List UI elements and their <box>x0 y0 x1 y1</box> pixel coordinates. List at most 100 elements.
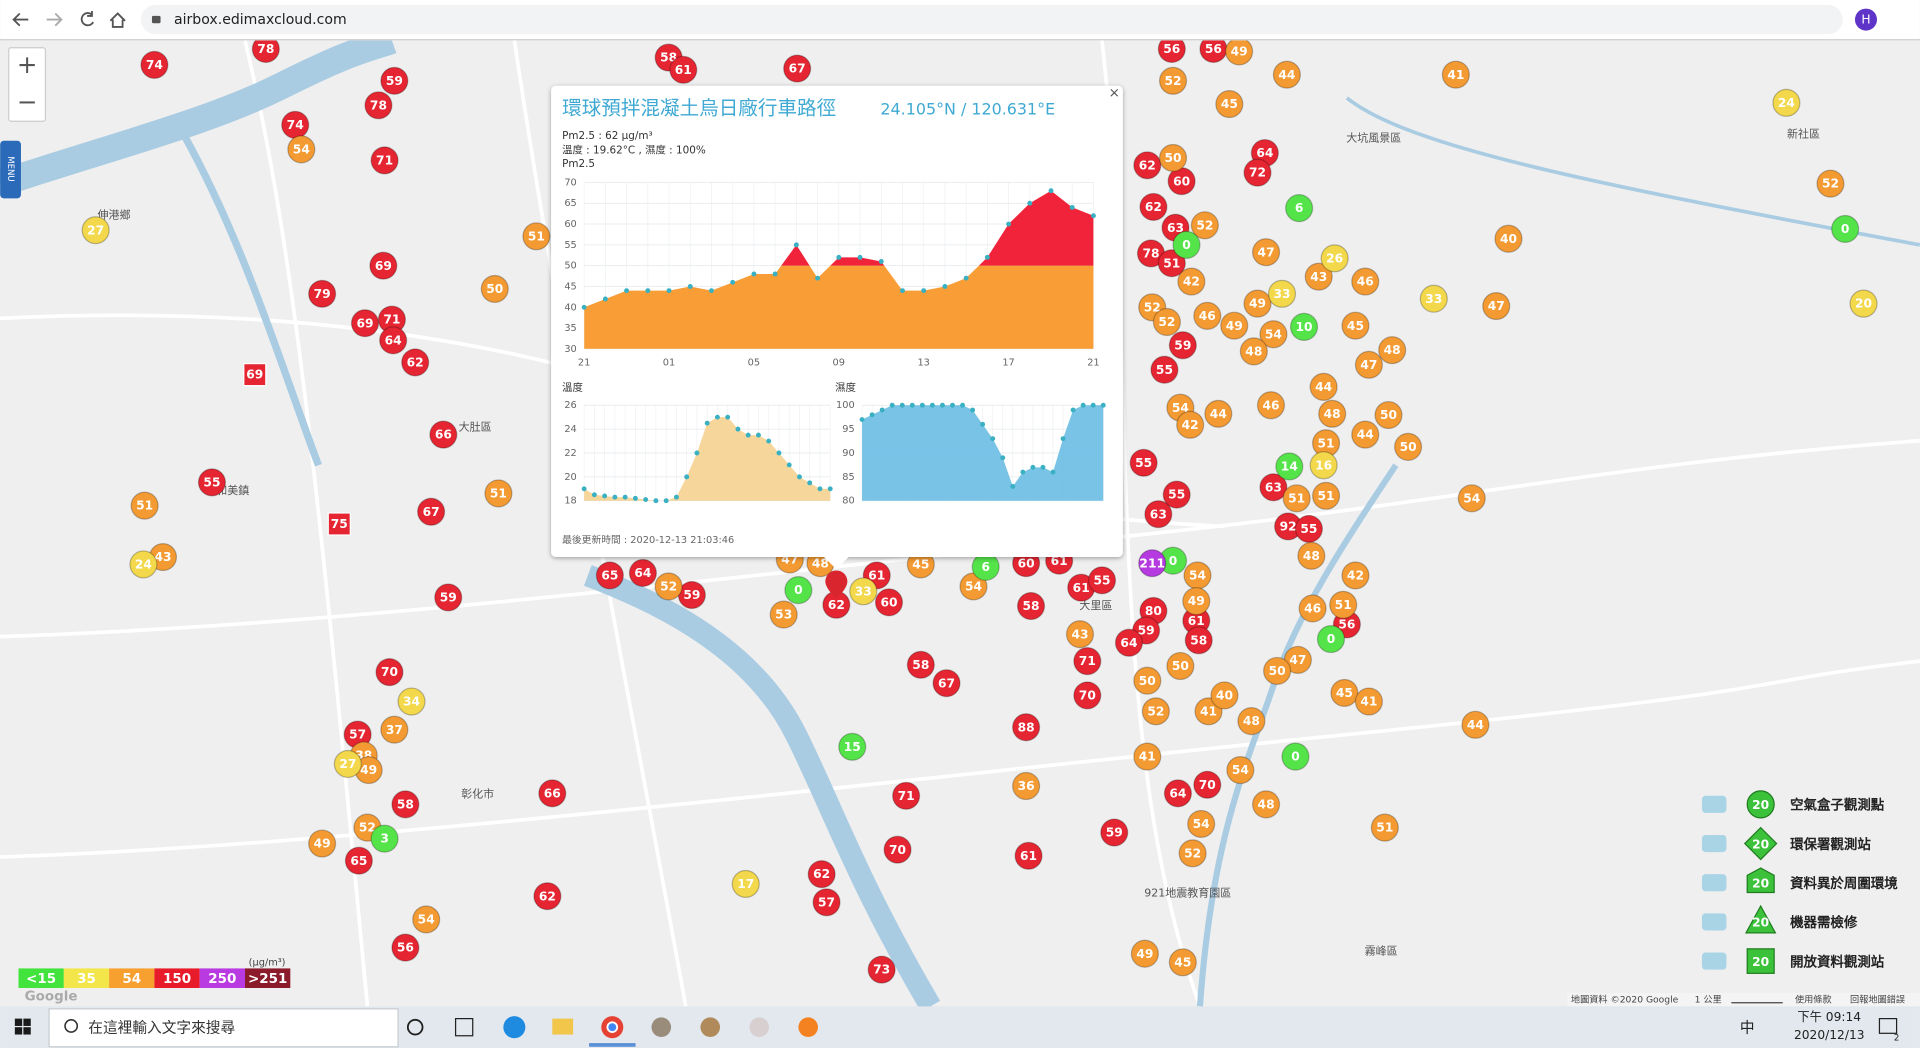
airbox-marker <box>1190 211 1219 240</box>
marker-value: 60 <box>880 595 897 609</box>
chart-label: 溫度 <box>562 381 583 394</box>
airbox-marker <box>380 66 409 95</box>
marker-value: 50 <box>1139 674 1156 688</box>
airbox-marker <box>1144 500 1173 529</box>
y-tick-label: 95 <box>842 424 854 435</box>
airbox-marker <box>1087 566 1117 595</box>
marker-value: 55 <box>1135 456 1152 470</box>
marker-value: 52 <box>1196 218 1213 232</box>
app-icon[interactable] <box>651 1017 672 1037</box>
area <box>862 405 1104 501</box>
marker-value: 64 <box>385 333 402 347</box>
airbox-marker <box>1016 591 1046 621</box>
airbox-marker <box>1100 818 1129 847</box>
airbox-marker <box>1237 707 1266 736</box>
airbox-marker <box>628 558 657 588</box>
clock-time[interactable]: 下午 09:14 <box>1797 1010 1861 1024</box>
area-below <box>584 265 1094 349</box>
point <box>827 486 833 492</box>
marker-value: 24 <box>1778 96 1795 110</box>
legend-label: 54 <box>122 972 141 987</box>
nav-buttons[interactable] <box>12 11 126 28</box>
app-icon[interactable] <box>798 1017 818 1037</box>
airbox-marker <box>1394 432 1423 461</box>
app-icon[interactable] <box>700 1017 721 1037</box>
airbox-marker <box>812 888 841 917</box>
point <box>942 284 948 289</box>
marker-value: 54 <box>1265 327 1282 341</box>
marker-value: 45 <box>912 558 929 572</box>
x-tick-label: 05 <box>748 357 760 368</box>
point <box>704 420 710 426</box>
marker-value: 49 <box>314 837 331 851</box>
legend-icon <box>1701 913 1727 931</box>
profile[interactable] <box>1854 8 1877 31</box>
marker-value: 49 <box>1226 319 1243 333</box>
url[interactable]: airbox.edimaxcloud.com <box>174 12 347 28</box>
marker-value: 46 <box>1262 398 1279 412</box>
marker-value: 44 <box>1315 380 1332 394</box>
marker-value: 80 <box>1145 604 1162 618</box>
search-box[interactable] <box>48 1008 399 1048</box>
menu-button[interactable] <box>0 140 21 199</box>
airbox-marker <box>484 479 513 508</box>
zoom-in[interactable]: + <box>17 50 38 79</box>
marker-value: 51 <box>1335 598 1352 612</box>
marker-value: 55 <box>1094 573 1111 587</box>
type-legend: 20 空氣盒子觀測點 20 環保署觀測站 20 資料異於周圍環境 20 機器需檢修 20 開放資料… <box>1701 790 1898 974</box>
marker-value: 50 <box>1269 664 1286 678</box>
y-tick-label: 22 <box>564 448 576 459</box>
place: 霧峰區 <box>1365 944 1398 957</box>
marker-value: 24 <box>135 558 152 572</box>
legend-shape <box>1746 867 1775 894</box>
menu-label[interactable]: MENU <box>5 156 15 181</box>
marker-value: 42 <box>1182 418 1199 432</box>
airbox-marker <box>1330 678 1359 708</box>
y-tick-label: 40 <box>564 302 576 313</box>
popup-coords: 24.105°N / 120.631°E <box>880 100 1055 119</box>
app-icon[interactable] <box>749 1017 770 1037</box>
point <box>900 288 905 294</box>
clock-date[interactable]: 2020/12/13 <box>1794 1028 1865 1042</box>
chrome-center <box>606 1021 619 1034</box>
marker-value: 88 <box>1018 720 1035 734</box>
marker-value: 44 <box>1210 407 1227 421</box>
map-pin[interactable] <box>825 570 848 599</box>
ime[interactable]: 中 <box>1740 1019 1755 1036</box>
notification-icon[interactable] <box>1878 1018 1898 1034</box>
x-tick-label: 17 <box>1002 357 1014 368</box>
marker-value: 54 <box>418 913 435 927</box>
zoom-control <box>8 47 47 122</box>
marker-value: 61 <box>1051 554 1068 568</box>
search-icon <box>64 1019 79 1033</box>
point <box>1048 188 1054 194</box>
marker-value: 52 <box>1822 177 1839 191</box>
profile-initial: H <box>1861 13 1870 27</box>
point <box>1070 407 1076 413</box>
explorer[interactable] <box>552 1018 574 1035</box>
rivers <box>0 27 1920 1012</box>
legend-icon <box>1701 952 1727 970</box>
task-view[interactable] <box>454 1018 474 1037</box>
address-bar[interactable] <box>140 4 1843 35</box>
edge[interactable] <box>503 1016 526 1039</box>
marker-value: 51 <box>490 487 507 501</box>
point <box>878 259 884 264</box>
legend-label: 環保署觀測站 <box>1790 836 1871 853</box>
zoom-out[interactable]: − <box>17 87 38 116</box>
start-button[interactable] <box>14 1018 31 1035</box>
marker-value: 27 <box>87 223 104 237</box>
terms[interactable]: 使用條款 <box>1795 994 1832 1006</box>
airbox-marker <box>838 732 867 761</box>
point <box>663 498 669 504</box>
airbox-marker <box>1341 561 1370 590</box>
marker-value: 74 <box>146 58 163 72</box>
close-button[interactable]: × <box>1109 86 1120 101</box>
marker-value: 62 <box>1139 158 1156 172</box>
airbox-marker <box>412 905 441 934</box>
legend-icon <box>1701 874 1727 892</box>
search-placeholder[interactable]: 在這裡輸入文字來搜尋 <box>88 1019 235 1036</box>
report[interactable]: 回報地圖錯誤 <box>1850 994 1905 1006</box>
marker-value: 55 <box>1168 488 1185 502</box>
cortana[interactable] <box>406 1018 424 1036</box>
